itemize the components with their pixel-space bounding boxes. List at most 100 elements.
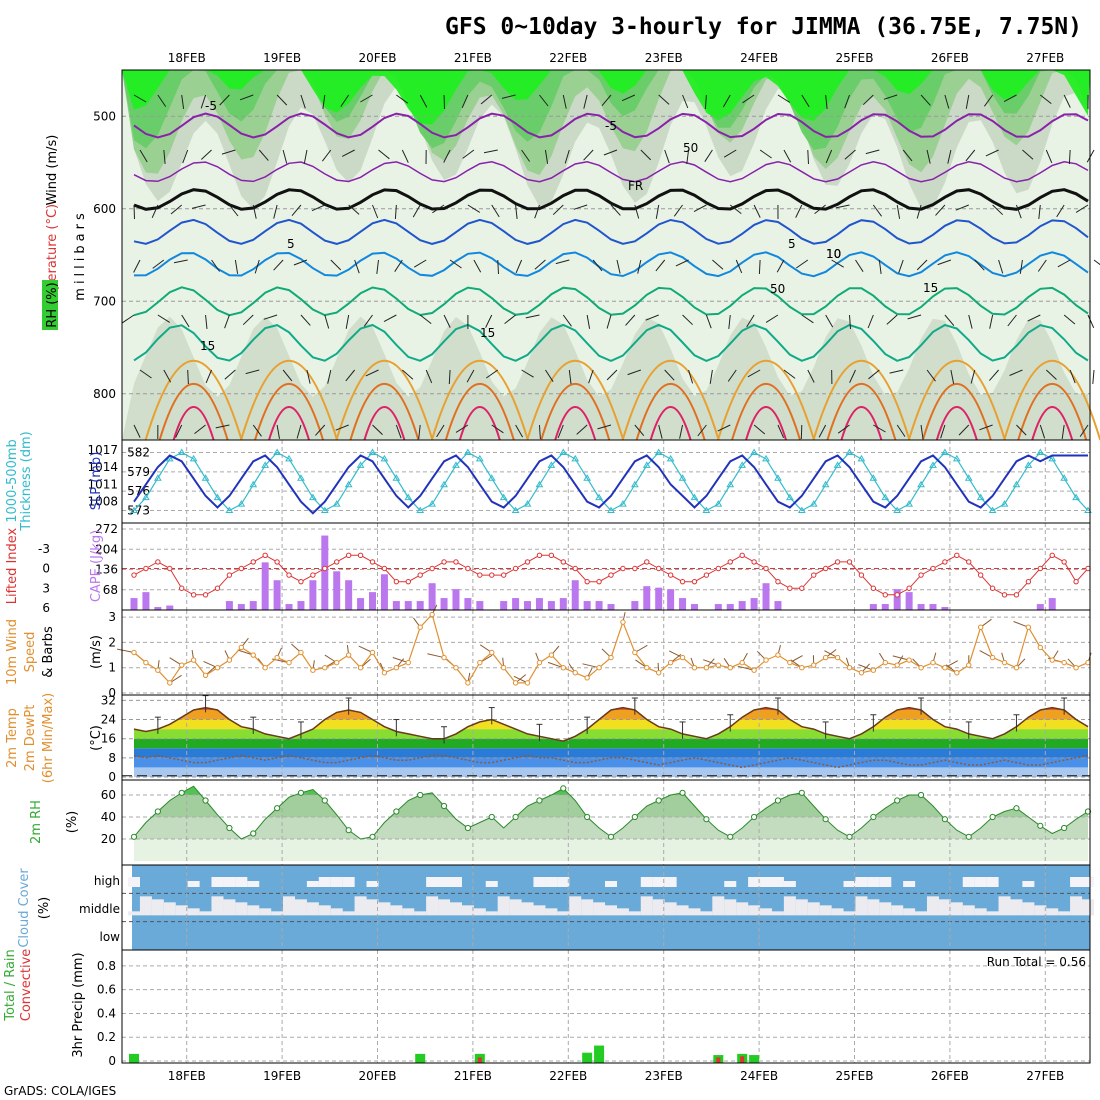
wind-barb (673, 204, 683, 217)
cape-bar (738, 601, 746, 610)
wind-barb (341, 149, 355, 157)
wind-barb (242, 314, 254, 326)
temp-band (134, 707, 1088, 710)
cape-bar (249, 601, 257, 610)
wind-barb (634, 424, 645, 437)
cloud-middle-gap (998, 896, 1011, 916)
wind-barb (521, 149, 531, 162)
wind-barb (418, 424, 421, 439)
wind-barb (801, 314, 814, 324)
thickness-point (964, 474, 973, 481)
cape-bar (476, 601, 484, 610)
cape-bar (667, 589, 675, 610)
wind-barb (873, 424, 886, 433)
wind-speed-point (226, 657, 233, 663)
cape-ylabel: CAPE (J/kg) (89, 530, 104, 602)
wind-speed-point (322, 664, 328, 671)
cape-bar (261, 562, 269, 610)
cloud-middle-gap (831, 908, 844, 916)
wind-barb (583, 94, 588, 109)
wind-barb (1027, 314, 1041, 322)
wind-barb (163, 149, 166, 164)
thickness-point (380, 454, 389, 462)
rh-ylabel-2-text: (%) (65, 811, 80, 834)
thickness-point (869, 474, 878, 481)
wind-speed-point (202, 672, 209, 678)
temp-ylabel-3-text: (6hr Min/Max) (41, 693, 56, 783)
cape-bar (881, 604, 889, 610)
wind-barb (282, 149, 288, 164)
wind-speed-point (870, 667, 877, 673)
temp-band (134, 757, 1088, 768)
rh-point (870, 813, 877, 821)
cloud-level-label: high (94, 874, 120, 888)
precip-bar (582, 1052, 593, 1063)
cape-bar (404, 601, 412, 610)
wind-ylabel-3-text: & Barbs (41, 626, 56, 678)
wind-barb (215, 424, 230, 429)
wind-speed-point (1049, 657, 1055, 663)
wind-barb (365, 369, 379, 377)
lifted-point (381, 565, 388, 572)
wind-tick: 3 (108, 610, 116, 624)
wind-barb (753, 424, 766, 435)
wind-barb (709, 369, 713, 384)
cloud-middle-gap (175, 905, 188, 916)
run-total-label: Run Total = 0.56 (987, 955, 1086, 969)
cloud-middle-gap (438, 899, 451, 916)
wind-speed-point (405, 659, 411, 666)
cape-bar (440, 598, 448, 610)
wind-barb (898, 259, 904, 274)
rh-ylabel-1: 2m RH (29, 800, 44, 844)
cloud-middle-gap (449, 902, 462, 916)
contour-label: 10 (826, 247, 841, 261)
thickness-point (762, 454, 770, 462)
cloud-high-gap (760, 877, 773, 887)
thickness-point (607, 506, 615, 514)
contour-label: 15 (923, 281, 938, 295)
slp-tick: 1008 (87, 495, 118, 509)
cloud-high-gap (318, 877, 331, 887)
rh-band-2 (122, 70, 1090, 150)
wind10m-barb (237, 649, 254, 656)
wind-barb (955, 204, 969, 211)
cape-bar (917, 604, 925, 610)
wind-barb (515, 259, 523, 274)
wind-speed-point (489, 649, 495, 656)
wind-ylabel-2: Speed (23, 632, 38, 673)
wind-barb (818, 424, 827, 438)
cloud-high-gap (306, 881, 319, 887)
rh-point (512, 813, 519, 821)
wind-barb (564, 149, 570, 164)
cloud-high-gap (1022, 881, 1035, 887)
precip-tick: 0.8 (97, 959, 116, 973)
contour-label: 15 (480, 326, 495, 340)
wind-barb (276, 424, 280, 439)
cape-bar (416, 601, 424, 610)
wind-barb (800, 424, 803, 440)
warm-arch-0 (526, 359, 625, 441)
warm-arch-1 (158, 382, 229, 441)
cloud-middle-gap (1010, 899, 1023, 916)
rh-point (965, 833, 972, 840)
lifted-point (1025, 578, 1032, 585)
cape-bar (1036, 604, 1044, 610)
wind-barb (303, 149, 308, 164)
cloud-high-gap (783, 881, 796, 887)
lifted-point (357, 552, 364, 559)
lifted-point (369, 559, 376, 565)
thickness-point (750, 448, 758, 455)
wind-barb (728, 314, 731, 329)
wind-speed-point (167, 680, 173, 686)
lifted-point (298, 578, 304, 585)
wind-barb (712, 259, 724, 270)
wind-speed-point (465, 680, 471, 686)
lifted-point (345, 552, 352, 559)
lifted-point (1037, 565, 1044, 572)
rh-point (250, 830, 257, 837)
date-label-top: 20FEB (359, 51, 397, 65)
temp-tick: 16 (101, 732, 116, 746)
wind-barb (157, 314, 170, 323)
wind-barb (1061, 424, 1065, 439)
lifted-point (954, 552, 960, 559)
